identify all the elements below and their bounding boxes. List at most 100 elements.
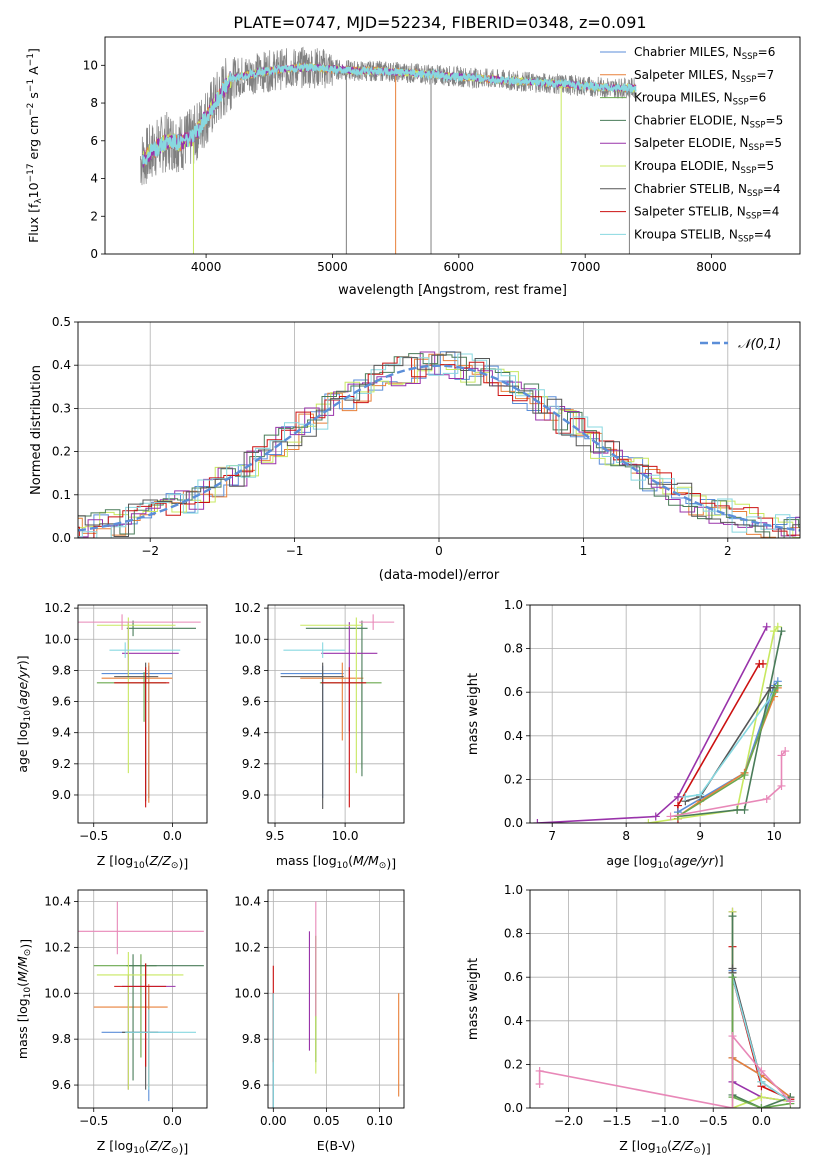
- legend-entry-prefix: Chabrier ELODIE, N: [634, 113, 750, 127]
- x-tick-label: 0.0: [163, 1114, 182, 1128]
- label-part: Z [log: [619, 1138, 655, 1153]
- weight-marker: [786, 1097, 795, 1106]
- errorbar-point: [114, 667, 170, 808]
- label-part: M: [368, 853, 379, 868]
- y-tick-label: 0.0: [504, 1101, 523, 1115]
- label-part: ⊙: [379, 861, 387, 871]
- x-tick-label: 10: [766, 829, 781, 843]
- legend-entry-prefix: Chabrier STELIB, N: [634, 182, 747, 196]
- legend-entry-subscript: SSP: [741, 166, 757, 176]
- label-part: Z: [161, 1138, 171, 1153]
- label-part: Z [log: [97, 853, 133, 868]
- weight-marker: [773, 681, 782, 690]
- label-part: (: [15, 982, 30, 987]
- age-vs-mass-panel: 9.5 10.0 9.0 9.2 9.4 9.6 9.8 10.0 10.2 mass [log1…: [234, 601, 405, 871]
- legend-entry: 𝒩(0,1): [738, 337, 781, 352]
- plot-frame: [104, 36, 801, 255]
- x-tick-label: 7: [548, 829, 556, 843]
- label-part: 10: [133, 861, 145, 871]
- label-part: age/yr: [15, 664, 30, 705]
- label-part: )]: [178, 856, 188, 871]
- x-tick-label: 9: [696, 829, 704, 843]
- x-tick-label: −1: [286, 544, 304, 558]
- label-part: Z/: [671, 1138, 687, 1153]
- legend-entry: Chabrier ELODIE, NSSP=5: [634, 113, 783, 130]
- errorbar-point: [114, 963, 167, 1067]
- x-tick-label: 8: [622, 829, 630, 843]
- weight-marker: [728, 1032, 737, 1041]
- label-part: Flux [f: [26, 203, 41, 243]
- label-part: 10: [337, 861, 349, 871]
- y-tick-label: 9.6: [52, 1078, 71, 1092]
- label-part: )]: [701, 1141, 711, 1156]
- label-part: ⊙: [23, 949, 33, 957]
- errorbars: [272, 901, 400, 1108]
- legend-entry-subscript: SSP: [741, 75, 757, 85]
- legend-entry: Salpeter STELIB, NSSP=4: [634, 205, 779, 222]
- label-part: ⊙: [693, 1146, 701, 1156]
- legend-entry-subscript: SSP: [747, 189, 763, 199]
- y-tick-label: 0.1: [52, 488, 71, 502]
- legend-entry: Salpeter ELODIE, NSSP=5: [634, 136, 782, 153]
- x-tick-label: 8000: [696, 260, 727, 274]
- weight-marker: [666, 812, 675, 821]
- plot-frame: [77, 604, 208, 824]
- legend-entry-subscript: SSP: [742, 52, 758, 62]
- legend-entry: Kroupa ELODIE, NSSP=5: [634, 159, 774, 176]
- weight-marker: [770, 627, 779, 636]
- y-tick-label: 6: [90, 134, 98, 148]
- y-tick-label: 10.2: [44, 601, 71, 615]
- x-axis-label: Z [log10(Z/Z⊙)]: [619, 1138, 710, 1156]
- y-tick-label: 0.2: [504, 772, 523, 786]
- label-part: (: [145, 1138, 150, 1153]
- weight-marker: [759, 659, 768, 668]
- legend-entry: Chabrier STELIB, NSSP=4: [634, 182, 781, 199]
- legend-entry-subscript: SSP: [750, 120, 766, 130]
- errorbar-point: [125, 1009, 196, 1090]
- y-axis-label: Flux [fλ10−17 erg cm−2 s−1 A−1]: [26, 48, 44, 243]
- label-part: 10: [658, 861, 670, 871]
- y-tick-label: 10: [83, 58, 98, 72]
- label-part: Z [log: [97, 1138, 133, 1153]
- errorbar-point: [101, 662, 173, 803]
- x-axis-label: (data-model)/error: [379, 568, 500, 583]
- label-part: Z/: [149, 853, 165, 868]
- label-part: mass [log: [276, 853, 337, 868]
- y-tick-label: 1.0: [504, 883, 523, 897]
- errorbars: [280, 614, 395, 809]
- label-part: age/yr: [674, 853, 715, 868]
- x-axis-label: Z [log10(Z/Z⊙)]: [97, 1138, 188, 1156]
- weight-marker: [651, 812, 660, 821]
- weight-marker: [673, 792, 682, 801]
- x-tick-label: 4000: [191, 260, 222, 274]
- y-tick-label: 9.6: [242, 1078, 261, 1092]
- x-tick-label: −1.5: [602, 1114, 631, 1128]
- residuals-panel: −2 −1 0 1 2 0.0 0.1 0.2 0.3 0.4 0.5 (data-model)/er…: [29, 315, 801, 583]
- legend-entry: Kroupa MILES, NSSP=6: [634, 91, 766, 108]
- errorbars: [78, 614, 201, 808]
- mass-vs-Z-panel: −0.5 0.09.69.810.010.210.4Z [log10(Z/Z⊙)]…: [15, 889, 208, 1156]
- errorbar-point: [321, 667, 367, 808]
- y-tick-label: 9.4: [242, 726, 261, 740]
- histogram-step-line: [78, 351, 800, 538]
- errorbar-point: [78, 901, 204, 955]
- y-tick-label: 8: [90, 96, 98, 110]
- label-part: M: [15, 956, 30, 967]
- weight-lines: [533, 622, 790, 823]
- y-axis-label: mass weight: [466, 673, 481, 755]
- legend-entry-suffix: =5: [756, 159, 774, 173]
- weight-marker: [757, 1093, 766, 1102]
- y-tick-label: 1.0: [504, 598, 523, 612]
- label-part: Z: [684, 1138, 694, 1153]
- weight-marker: [696, 790, 705, 799]
- label-part: −17: [26, 163, 36, 182]
- label-part: mass [log: [15, 998, 30, 1059]
- label-part: 10: [23, 987, 33, 999]
- label-part: (: [667, 1138, 672, 1153]
- label-part: ⊙: [171, 861, 179, 871]
- x-tick-label: 9.5: [265, 829, 284, 843]
- y-axis-label: age [log10(age/yr)]: [15, 655, 33, 772]
- legend-entry-suffix: =4: [763, 182, 781, 196]
